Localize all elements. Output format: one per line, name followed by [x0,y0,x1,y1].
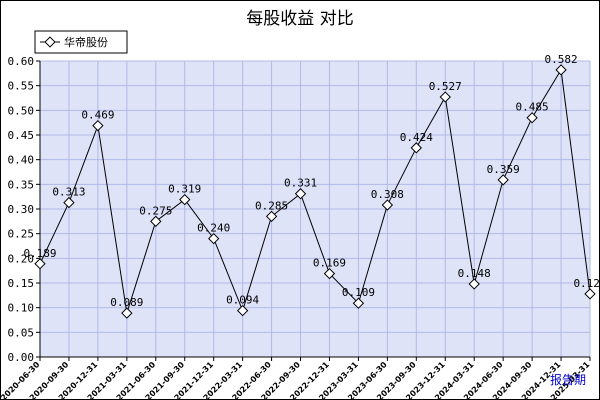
data-label: 0.169 [313,257,346,270]
data-point [410,142,422,154]
data-point [34,258,46,270]
data-point [179,193,191,206]
data-label: 0.189 [23,247,56,260]
y-tick-label: 0.10 [8,302,35,315]
data-label: 0.424 [400,131,433,144]
data-point [584,288,596,300]
data-label: 0.469 [81,109,114,122]
data-point [92,119,104,132]
y-tick-label: 0.15 [8,277,35,290]
data-point [265,210,278,223]
y-tick-label: 0.05 [8,326,35,339]
x-axis-ticks: 2020-06-302020-09-302020-12-312021-03-31… [0,357,592,400]
data-point [208,232,220,245]
data-label: 0.313 [52,186,85,199]
data-label: 0.285 [255,199,288,212]
data-label: 0.089 [110,296,143,309]
legend-box [34,30,128,54]
series-group: 0.189 0.313 0.469 0.089 0.275 0.319 0.240 0.094… [23,53,600,319]
data-point [439,91,451,103]
y-tick-label: 0.35 [8,178,35,191]
data-label: 0.275 [139,204,172,217]
data-label: 0.240 [197,222,230,235]
data-point [526,112,538,124]
data-point [381,199,394,211]
data-label: 0.308 [371,188,404,201]
data-point [323,267,336,280]
y-tick-label: 0.00 [8,351,35,364]
y-tick-label: 0.55 [8,80,35,93]
data-label: 0.485 [516,101,549,114]
y-tick-label: 0.60 [8,55,35,68]
data-point [497,174,509,186]
data-label: 0.359 [487,163,520,176]
data-point [236,304,249,317]
series-line [39,68,591,314]
chart-title: 每股收益 对比 [246,9,354,29]
data-label: 0.319 [168,183,201,196]
data-label: 0.527 [429,80,462,93]
data-point [63,196,75,209]
y-tick-label: 0.30 [8,203,35,216]
data-point [294,188,307,200]
y-tick-label: 0.50 [8,104,35,117]
y-tick-label: 0.20 [8,252,35,265]
y-tick-label: 0.25 [8,228,35,241]
data-label: 0.094 [226,294,259,307]
data-label: 0.331 [284,177,317,190]
data-point [150,215,162,227]
y-tick-label: 0.45 [8,129,35,142]
legend: 华帝股份 [34,30,128,54]
y-tick-label: 0.40 [8,154,35,167]
data-label: 0.148 [458,267,491,280]
data-label: 0.109 [342,286,375,299]
legend-marker [44,36,56,48]
legend-label: 华帝股份 [64,35,108,49]
data-point [121,307,133,319]
data-label: 0.128 [573,277,600,290]
data-point [468,278,480,290]
x-axis-note: 报告期 [550,372,586,387]
data-point [352,297,365,309]
data-point [555,64,567,76]
y-axis-ticks: 0.00 0.05 0.10 0.15 0.20 0.25 0.30 0.35 0.40 0.45… [8,55,40,364]
data-label: 0.582 [544,53,577,66]
